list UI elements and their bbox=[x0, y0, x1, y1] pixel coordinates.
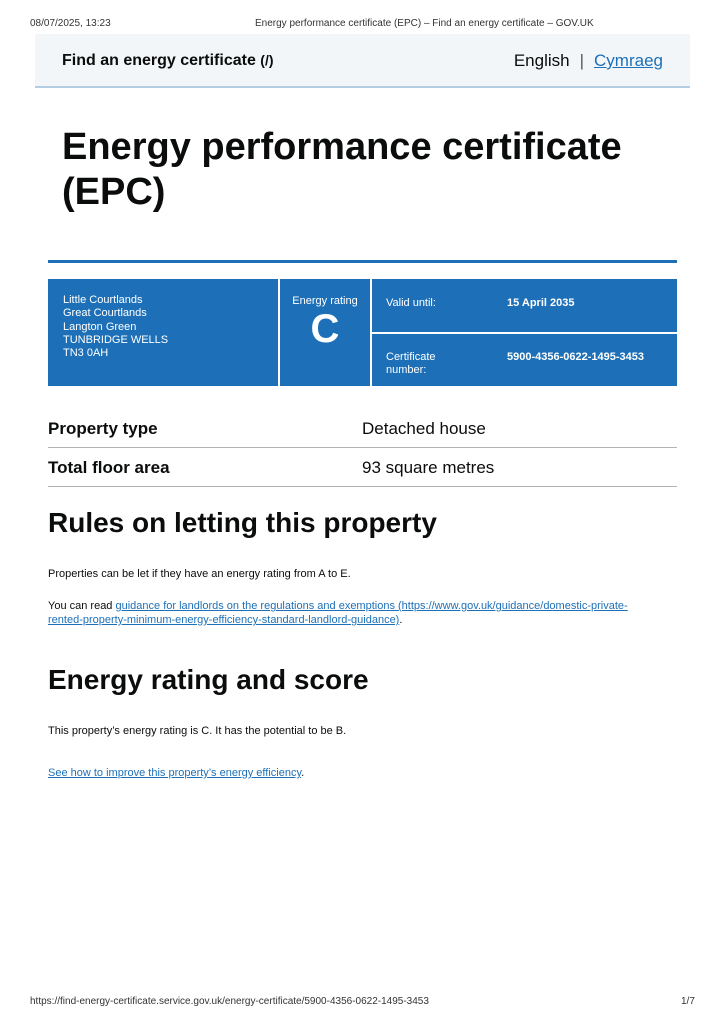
address-line: Langton Green bbox=[63, 320, 137, 333]
landlord-guidance-link[interactable]: guidance for landlords on the regulation… bbox=[48, 600, 628, 626]
address-line: Great Courtlands bbox=[63, 307, 147, 320]
property-type-row: Property type Detached house bbox=[48, 409, 677, 448]
certificate-number-row: Certificate number: 5900-4356-0622-1495-… bbox=[372, 334, 677, 386]
print-datetime: 08/07/2025, 13:23 bbox=[30, 18, 111, 29]
guidance-suffix: . bbox=[399, 614, 403, 626]
title-divider bbox=[48, 260, 677, 263]
energy-rating-value: C bbox=[310, 307, 340, 351]
letting-text: Properties can be let if they have an en… bbox=[48, 568, 351, 580]
letting-heading: Rules on letting this property bbox=[48, 507, 437, 538]
epc-summary-panel: Little Courtlands Great Courtlands Langt… bbox=[48, 279, 677, 386]
service-name-link[interactable]: Find an energy certificate (/) bbox=[62, 52, 274, 70]
energy-rating-heading: Energy rating and score bbox=[48, 664, 369, 695]
property-type-label: Property type bbox=[48, 419, 158, 438]
page-title: Energy performance certificate (EPC) bbox=[62, 126, 622, 213]
language-switcher: English | Cymraeg bbox=[514, 51, 663, 71]
improve-efficiency-link[interactable]: See how to improve this property’s energ… bbox=[48, 767, 302, 779]
address-postcode: TN3 0AH bbox=[63, 347, 109, 360]
energy-rating-label: Energy rating bbox=[292, 295, 358, 307]
property-type-value: Detached house bbox=[362, 419, 486, 438]
print-page-number: 1/7 bbox=[681, 996, 695, 1007]
floor-area-label: Total floor area bbox=[48, 458, 170, 477]
valid-until-value: 15 April 2035 bbox=[507, 297, 575, 309]
property-address: Little Courtlands Great Courtlands Langt… bbox=[48, 279, 278, 386]
certificate-number-value: 5900-4356-0622-1495-3453 bbox=[507, 351, 645, 363]
guidance-prefix: You can read bbox=[48, 600, 116, 612]
improve-text: See how to improve this property’s energ… bbox=[48, 766, 658, 780]
lang-english: English bbox=[513, 51, 570, 70]
address-line: TUNBRIDGE WELLS bbox=[63, 333, 169, 346]
floor-area-row: Total floor area 93 square metres bbox=[48, 448, 677, 487]
service-header: Find an energy certificate (/) English | C… bbox=[35, 34, 690, 88]
floor-area-value: 93 square metres bbox=[362, 458, 495, 477]
valid-until-label: Valid until: bbox=[386, 297, 436, 309]
certificate-number-label: Certificate number: bbox=[386, 351, 436, 376]
lang-cymraeg-link[interactable]: Cymraeg bbox=[594, 51, 663, 70]
letting-guidance-text: You can read guidance for landlords on t… bbox=[48, 599, 658, 627]
print-url: https://find-energy-certificate.service.… bbox=[30, 996, 429, 1007]
address-line: Little Courtlands bbox=[63, 294, 143, 306]
energy-rating-text: This property’s energy rating is C. It h… bbox=[48, 725, 347, 737]
energy-rating-box: Energy rating C bbox=[280, 279, 370, 386]
valid-until-row: Valid until: 15 April 2035 bbox=[372, 279, 677, 332]
service-name: Find an energy certificate bbox=[62, 52, 256, 69]
improve-suffix: . bbox=[301, 767, 305, 779]
print-title: Energy performance certificate (EPC) – F… bbox=[255, 18, 594, 29]
service-link-suffix: (/) bbox=[260, 52, 274, 68]
lang-separator: | bbox=[579, 51, 585, 70]
